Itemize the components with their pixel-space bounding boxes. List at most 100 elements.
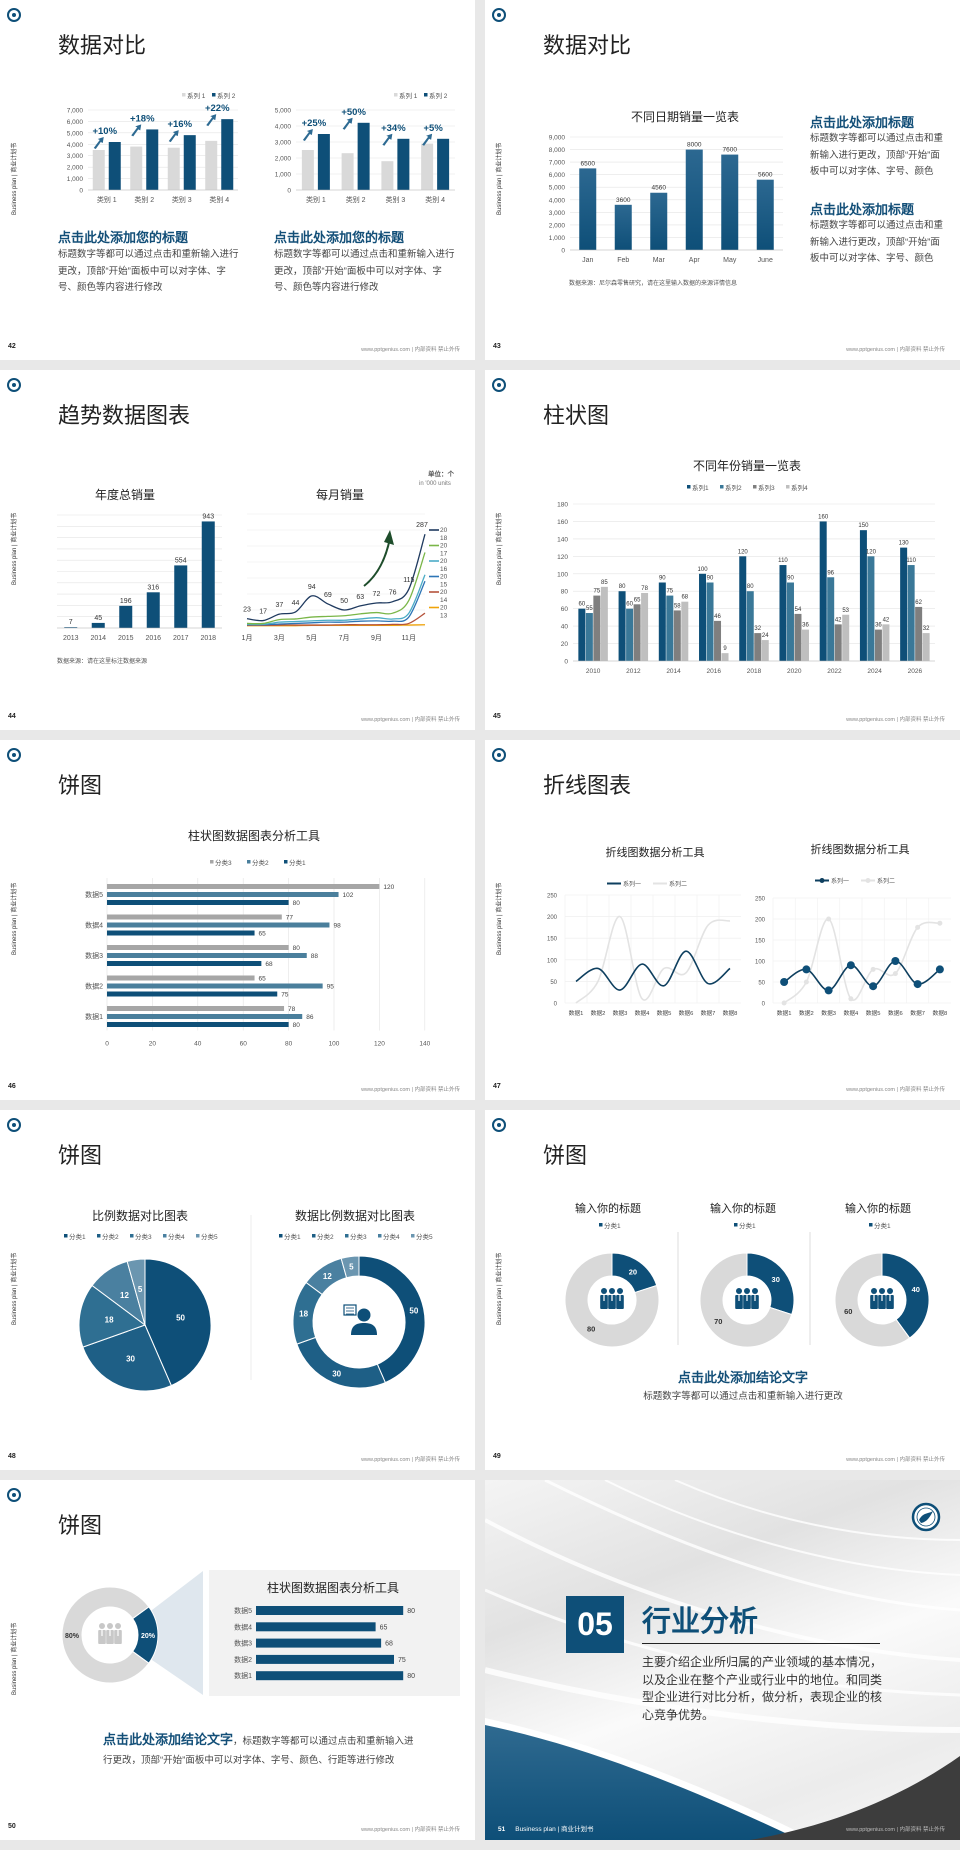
team-icon — [600, 1288, 624, 1309]
data-label: 4560 — [652, 185, 667, 192]
legend-swatch — [394, 93, 398, 97]
y-tick-label: 1,000 — [67, 176, 84, 183]
chart-title: 输入你的标题 — [845, 1201, 911, 1215]
legend-swatch — [411, 1234, 415, 1238]
footer-text: www.pptgenius.com | 内部资料 禁止外传 — [846, 717, 945, 723]
person-tie — [746, 1295, 748, 1301]
series-line — [575, 915, 731, 1004]
chart-bar: 不同日期销量一览表 0 1,000 2,000 3,000 4,000 5,000 6,000… — [549, 109, 783, 264]
person-head — [617, 1288, 623, 1294]
bar — [907, 565, 915, 661]
legend-label-part: 15 — [440, 582, 448, 589]
slide-44[interactable]: 趋势数据图表 年度总销量 7 2013 45 2014 196 2015 316 2016 554… — [0, 370, 475, 730]
legend-label-part: 14 — [440, 597, 448, 604]
chart-title: 折线图数据分析工具 — [606, 845, 705, 859]
bar — [256, 1606, 404, 1615]
x-tick-label: 数据8 — [723, 1009, 738, 1017]
data-label: 45 — [94, 615, 102, 622]
block-heading[interactable]: 点击此处添加标题 — [810, 115, 915, 130]
block-body[interactable]: 标题数字等都可以通过点击和重新输入进行更改，顶部“开始”面板中可以对字体、字号、… — [810, 133, 944, 178]
slide-51-section[interactable]: 05 行业分析 主要介绍企业所归属的产业领域的基本情况，以及企业在整个产业或行业… — [485, 1480, 960, 1840]
data-label: 110 — [778, 558, 788, 564]
slide-title: 饼图 — [58, 1513, 103, 1538]
slide-45[interactable]: 柱状图 不同年份销量一览表 0 20 40 60 80 100 120 140 160 180 60 5… — [485, 370, 960, 730]
chart-title: 折线图数据分析工具 — [811, 842, 910, 856]
legend-swatch — [130, 1234, 134, 1238]
bar — [756, 179, 774, 250]
legend-swatch — [687, 485, 691, 489]
x-tick-label: 100 — [329, 1041, 340, 1048]
x-tick-label: 数据7 — [910, 1009, 925, 1017]
conclusion-paragraph[interactable]: 点击此处添加结论文字，标题数字等都可以通过点击和重新输入进行更改，顶部“开始”面… — [103, 1730, 423, 1770]
legend-label: 系列1 — [692, 483, 709, 492]
y-tick-label: 2,000 — [549, 222, 566, 229]
data-label: 80 — [293, 900, 301, 907]
slice — [78, 1284, 147, 1348]
data-label: 554 — [175, 557, 187, 564]
data-label: 115 — [403, 577, 414, 584]
y-tick-label: 150 — [547, 937, 558, 943]
conclusion-heading[interactable]: 点击此处添加结论文字 — [677, 1370, 808, 1385]
x-tick-label: 数据2 — [799, 1009, 814, 1017]
slide-48[interactable]: 饼图 比例数据对比图表 50 30 18 12 5 分类1 分类2 分类3 分类4 分类5 数据比例数… — [0, 1110, 475, 1470]
slide-50[interactable]: 饼图 20% 80% 柱状图数据图表分析工具 数据5 80 数据4 65 数据3 68 数据2 75… — [0, 1480, 475, 1840]
bar — [256, 1622, 376, 1632]
legend-swatch — [182, 93, 186, 97]
y-tick-label: 5,000 — [275, 108, 292, 115]
x-tick-label: 2020 — [787, 668, 802, 675]
arrow-up-right-icon — [131, 124, 142, 137]
slide-47[interactable]: 折线图表 折线图数据分析工具 0 50 100 150 200 250 数据1 数据2 数据3 数据… — [485, 740, 960, 1100]
block-body[interactable]: 标题数字等都可以通过点击和重新输入进行更改，顶部“开始”面板中可以对字体、字号、… — [58, 249, 239, 294]
bar — [119, 605, 133, 628]
section-number: 05 — [566, 1596, 624, 1653]
logo-icon — [7, 8, 21, 22]
legend-label: 系列一 — [831, 877, 849, 885]
slide-43[interactable]: 数据对比 不同日期销量一览表 0 1,000 2,000 3,000 4,000 5,000… — [485, 0, 960, 360]
x-tick-label: 2014 — [666, 668, 681, 675]
chart-hbar: 柱状图数据图表分析工具 0 20 40 60 80 100 120 140 数据5 120 102 80… — [85, 828, 431, 1048]
x-tick-label: 2014 — [90, 635, 106, 642]
x-tick-label: 11月 — [402, 634, 416, 642]
slide-46[interactable]: 饼图 柱状图数据图表分析工具 0 20 40 60 80 100 120 140 数据5 120 10… — [0, 740, 475, 1100]
side-label: Business plan | 商业计划书 — [12, 1252, 18, 1325]
data-label: 7600 — [723, 147, 738, 154]
x-tick-label: 60 — [240, 1041, 248, 1048]
page-number: 50 — [8, 1823, 16, 1830]
callout-funnel — [152, 1571, 203, 1695]
legend-label: 分类1 — [289, 858, 306, 867]
conclusion-body[interactable]: 标题数字等都可以通过点击和重新输入进行更改 — [643, 1391, 843, 1402]
x-tick-label: 类别 2 — [134, 195, 154, 204]
data-label: 150 — [858, 523, 869, 529]
x-tick-label: 数据3 — [821, 1009, 836, 1017]
chart-canvas: 0 1,000 2,000 3,000 4,000 5,000 6,000 7,000 类别 1… — [67, 91, 455, 204]
page-number: 44 — [8, 713, 16, 720]
person-tie — [603, 1295, 605, 1301]
legend-item: 系列3 — [753, 483, 775, 492]
block-heading[interactable]: 点击此处添加您的标题 — [274, 230, 405, 245]
legend-label: 分类3 — [350, 1232, 367, 1241]
block-body[interactable]: 标题数字等都可以通过点击和重新输入进行更改，顶部“开始”面板中可以对字体、字号、… — [810, 220, 944, 265]
bar — [92, 150, 105, 190]
chart-line: 每月销量 1月 3月 5月 7月 9月 11月 23 17 37 44 94 69 50 63 72 76 115… — [242, 487, 448, 642]
bar — [107, 900, 289, 905]
bar — [174, 565, 188, 628]
legend-item: 系列 1 — [182, 91, 206, 100]
slide-49[interactable]: 饼图 输入你的标题 20 80 分类1 输入你的标题 30 70 分类1 输入你的标题 40 60 分… — [485, 1110, 960, 1470]
growth-annotation: +22% — [205, 103, 230, 114]
slide-title: 饼图 — [58, 773, 103, 798]
slice-label: 18 — [299, 1310, 308, 1319]
block-heading[interactable]: 点击此处添加标题 — [810, 202, 915, 217]
y-category-label: 数据2 — [234, 1655, 252, 1664]
y-tick-label: 0 — [554, 1002, 558, 1008]
arrow-up-right-icon — [302, 129, 313, 141]
block-heading[interactable]: 点击此处添加您的标题 — [58, 230, 189, 245]
person-tie — [738, 1295, 740, 1301]
legend-label-part: 20 — [440, 605, 448, 612]
x-tick-label: 类别 3 — [385, 195, 405, 204]
series-line — [246, 574, 426, 626]
block-body[interactable]: 标题数字等都可以通过点击和重新输入进行更改，顶部“开始”面板中可以对字体、字号、… — [274, 249, 455, 294]
legend-item: 分类2 — [247, 858, 269, 867]
background-curves — [485, 1480, 960, 1733]
slide-42[interactable]: 数据对比 0 1,000 2,000 3,000 4,000 5,000 6,000 7,00… — [0, 0, 475, 360]
section-body[interactable]: 主要介绍企业所归属的产业领域的基本情况，以及企业在整个产业或行业中的地位。和同类… — [642, 1655, 883, 1722]
